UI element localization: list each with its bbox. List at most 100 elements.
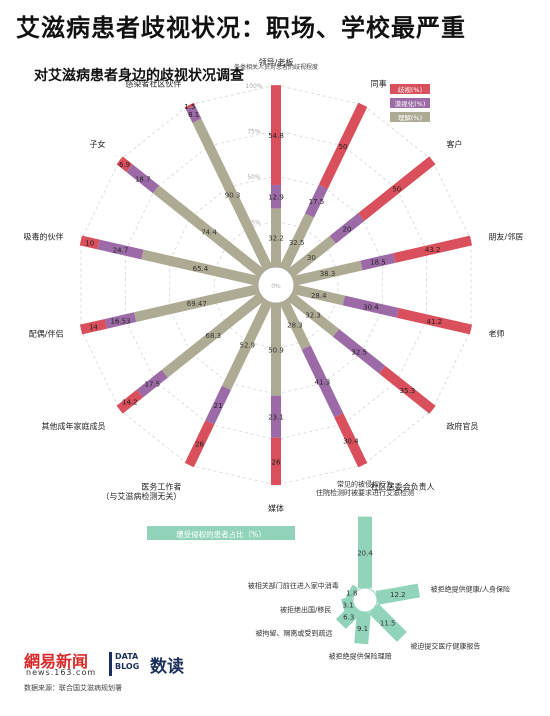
category-label: 同事	[371, 79, 387, 89]
data-label: 32.3	[305, 312, 321, 320]
category-label: 吸毒的伙伴	[23, 231, 63, 241]
bar-group	[286, 292, 436, 414]
bar-segment	[271, 395, 281, 438]
bar-segment	[271, 437, 281, 485]
data-label: 43.2	[425, 246, 441, 254]
data-label: 52.9	[240, 342, 256, 350]
category-label: 其他成年家庭成员	[42, 421, 106, 431]
data-blog-line1: DATA	[115, 652, 139, 661]
data-label: 50	[392, 186, 401, 194]
data-label: 30	[307, 254, 316, 262]
chart-subtitle: 对艾滋病患者身边的歧视状况调查	[34, 68, 244, 84]
bar-segment	[379, 365, 436, 414]
bar-segment	[271, 303, 281, 396]
bar-segment	[286, 235, 336, 278]
bar-segment	[116, 156, 133, 173]
logo-text: 網易新闻	[24, 652, 89, 671]
bar-segment	[304, 184, 328, 218]
bar-group	[116, 156, 266, 278]
bar-segment	[396, 307, 473, 335]
secondary-bar-group	[341, 596, 356, 613]
secondary-category-label: 被拒绝提供健康/人身保险	[431, 584, 510, 593]
data-label: 17.5	[144, 381, 160, 389]
secondary-value: 1.8	[346, 589, 357, 597]
bar-group	[286, 156, 436, 278]
secondary-value: 11.5	[380, 620, 396, 628]
bar-segment	[292, 260, 363, 286]
r-tick-label: 0%	[271, 283, 281, 290]
bar-segment	[185, 105, 202, 123]
data-label: 68.3	[206, 332, 222, 340]
bar-segment	[393, 235, 473, 263]
data-label: 30.4	[343, 437, 359, 445]
data-label: 20	[343, 225, 352, 233]
bar-segment	[104, 312, 137, 329]
bar-group	[79, 235, 260, 286]
bar-segment	[342, 295, 399, 318]
bar-segment	[279, 213, 314, 271]
bar-segment	[141, 249, 260, 286]
bar-segment	[271, 184, 281, 209]
bar-segment	[292, 284, 346, 306]
secondary-bar	[335, 603, 362, 630]
category-label: 客户	[446, 139, 462, 149]
secondary-bar	[375, 583, 421, 605]
secondary-title: 遭受侵权的患者占比（%）	[176, 529, 266, 539]
category-label: 感染者社区伙伴	[125, 79, 181, 89]
r-tick-label: 25%	[247, 220, 261, 227]
bar-segment	[192, 118, 273, 271]
secondary-category-label: 被拒绝提供保险理赔	[329, 652, 392, 661]
bar-group	[279, 299, 368, 468]
bar-segment	[126, 164, 160, 194]
category-label: 媒体	[268, 503, 284, 513]
secondary-bar	[354, 611, 371, 645]
data-label: 12.9	[268, 194, 284, 202]
data-label: 28.4	[311, 292, 327, 300]
bar-segment	[329, 213, 365, 244]
bar-segment	[318, 102, 368, 189]
data-label: 90.3	[225, 192, 241, 200]
category-label: 朋友/邻居	[489, 231, 524, 241]
data-label: 18.5	[370, 259, 386, 267]
bar-segment	[271, 85, 281, 185]
gridline	[169, 175, 383, 395]
bar-group	[292, 284, 473, 335]
axis-title: 各类相关人员对患者的歧视程度	[234, 63, 318, 71]
data-label: 41.2	[427, 318, 443, 326]
secondary-category-label: 常见的被侵权行为住院检测时被要求进行艾滋检测	[316, 480, 414, 497]
bar-segment	[332, 328, 386, 374]
data-label: 1.5	[184, 103, 195, 111]
netease-news-logo: 網易新闻 news.163.com	[24, 648, 100, 677]
legend-label: 理解(%)	[398, 113, 422, 122]
data-label: 26	[195, 441, 204, 449]
category-label: 子女	[90, 139, 106, 149]
bar-group	[271, 303, 281, 485]
data-label: 18.7	[135, 176, 151, 184]
bar-segment	[184, 420, 215, 468]
bar-segment	[286, 292, 340, 337]
secondary-bar	[341, 596, 356, 613]
data-label: 24.7	[113, 247, 129, 255]
secondary-title-box	[147, 526, 295, 540]
category-label: 社区居委会负责人	[371, 481, 435, 491]
secondary-category-label: 被相关部门前往进入家中消毒	[248, 581, 339, 590]
bar-segment	[136, 369, 168, 398]
data-label: 38.3	[320, 270, 336, 278]
secondary-bar-group	[368, 603, 407, 642]
secondary-bar	[368, 603, 407, 642]
data-label: 14.2	[122, 399, 138, 407]
bar-segment	[279, 299, 311, 350]
bar-segment	[79, 318, 107, 335]
data-blog-logo: DATA BLOG	[109, 652, 142, 676]
data-label: 30.4	[363, 304, 379, 312]
bar-segment	[360, 253, 396, 271]
category-label: 政府官员	[446, 421, 478, 431]
category-label: 领导/老板	[259, 57, 294, 67]
category-label: 老师	[489, 329, 505, 339]
bar-segment	[152, 185, 266, 278]
secondary-bar-group	[345, 584, 359, 601]
bar-segment	[79, 235, 100, 250]
product-name: 数读	[150, 657, 184, 677]
data-label: 69.47	[187, 300, 207, 308]
bar-segment	[221, 299, 273, 391]
